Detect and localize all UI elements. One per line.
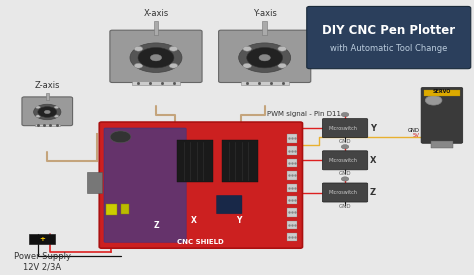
Bar (35, 124, 60, 126)
Bar (287, 196, 297, 204)
Circle shape (134, 46, 143, 51)
Text: PWM signal - Pin D11: PWM signal - Pin D11 (267, 111, 341, 117)
Text: X: X (370, 156, 376, 165)
FancyBboxPatch shape (322, 183, 368, 202)
Circle shape (425, 96, 442, 105)
Bar (424, 90, 460, 96)
Circle shape (243, 63, 251, 68)
Bar (241, 81, 289, 85)
Text: Z: Z (370, 188, 376, 197)
Text: CNC SHIELD: CNC SHIELD (177, 239, 224, 245)
Circle shape (54, 115, 59, 117)
Circle shape (169, 46, 178, 51)
FancyBboxPatch shape (99, 122, 302, 248)
Text: with Automatic Tool Change: with Automatic Tool Change (330, 44, 447, 53)
Text: DIY CNC Pen Plotter: DIY CNC Pen Plotter (322, 24, 456, 37)
Text: 5V: 5V (412, 133, 419, 138)
Circle shape (259, 54, 270, 61)
FancyBboxPatch shape (22, 97, 73, 126)
Circle shape (36, 106, 40, 109)
Bar (46, 93, 48, 100)
Circle shape (134, 63, 143, 68)
Circle shape (239, 43, 291, 72)
Circle shape (243, 46, 251, 51)
Text: Y-axis: Y-axis (253, 9, 277, 18)
Bar (154, 21, 158, 35)
Text: Y: Y (236, 216, 241, 224)
Text: Microswitch: Microswitch (328, 190, 357, 195)
FancyBboxPatch shape (322, 151, 368, 170)
FancyBboxPatch shape (322, 119, 368, 138)
Bar (287, 208, 297, 217)
Bar (132, 81, 180, 85)
Text: Z: Z (153, 221, 159, 230)
Circle shape (247, 48, 283, 68)
Bar (287, 134, 297, 143)
Bar (287, 171, 297, 180)
Bar (287, 221, 297, 229)
Circle shape (36, 115, 40, 117)
Bar (177, 139, 213, 182)
Bar (106, 204, 117, 215)
Bar (222, 139, 257, 182)
Text: GND: GND (339, 171, 351, 176)
Bar (287, 233, 297, 241)
Circle shape (138, 48, 174, 68)
Text: Z-axis: Z-axis (35, 81, 60, 90)
Circle shape (341, 145, 349, 149)
FancyBboxPatch shape (421, 87, 463, 143)
Text: GND: GND (339, 139, 351, 144)
Bar (287, 159, 297, 167)
Text: Microswitch: Microswitch (328, 126, 357, 131)
Bar (430, 141, 453, 148)
Circle shape (34, 104, 61, 120)
Circle shape (169, 63, 178, 68)
Circle shape (150, 54, 162, 61)
Circle shape (110, 131, 131, 143)
Bar (87, 172, 101, 193)
Circle shape (54, 106, 59, 109)
Text: Microswitch: Microswitch (328, 158, 357, 163)
Circle shape (341, 112, 349, 117)
Circle shape (278, 63, 286, 68)
FancyBboxPatch shape (104, 128, 186, 242)
Circle shape (38, 107, 57, 117)
Circle shape (278, 46, 286, 51)
Text: X: X (191, 216, 197, 224)
Text: Y: Y (370, 124, 376, 133)
Text: Power Supply
12V 2/3A: Power Supply 12V 2/3A (14, 252, 71, 272)
Text: +: + (40, 236, 46, 242)
Bar (262, 21, 267, 35)
Circle shape (341, 177, 349, 181)
Text: SERVO: SERVO (433, 89, 451, 94)
FancyBboxPatch shape (307, 6, 471, 69)
Bar (287, 183, 297, 192)
Bar (287, 147, 297, 155)
Text: GND: GND (339, 204, 351, 208)
Bar (29, 234, 55, 244)
Text: GND: GND (407, 128, 419, 133)
FancyBboxPatch shape (219, 30, 311, 82)
Circle shape (44, 110, 50, 114)
Text: X-axis: X-axis (143, 9, 169, 18)
Bar (120, 204, 129, 214)
Circle shape (130, 43, 182, 72)
FancyBboxPatch shape (217, 195, 242, 214)
FancyBboxPatch shape (110, 30, 202, 82)
